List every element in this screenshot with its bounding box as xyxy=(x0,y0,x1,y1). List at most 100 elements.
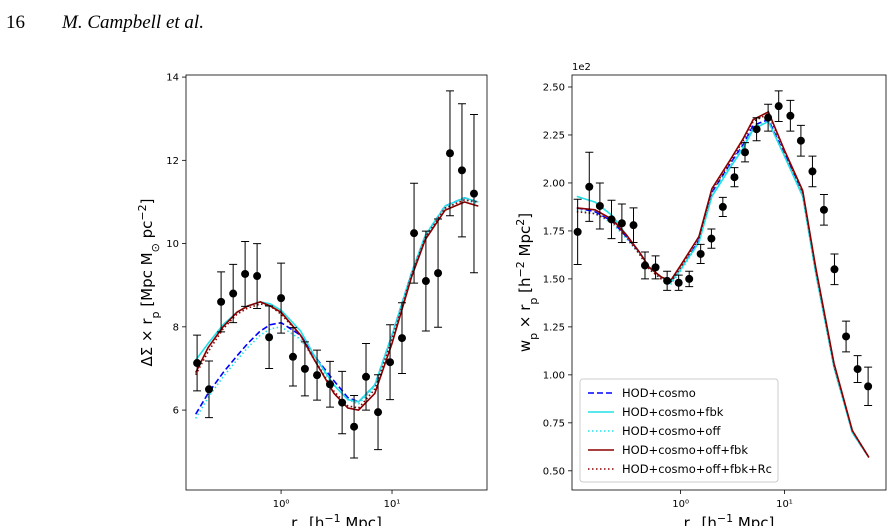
data-point xyxy=(796,136,805,145)
data-point xyxy=(864,382,873,391)
x-tick-label: 10⁰ xyxy=(672,499,689,510)
x-tick-label: 10¹ xyxy=(384,499,401,510)
model-line xyxy=(194,199,479,409)
data-point xyxy=(325,380,334,389)
data-point xyxy=(595,201,604,210)
data-point xyxy=(853,365,862,374)
y-tick-label: 2.50 xyxy=(543,82,565,93)
data-point xyxy=(421,277,430,286)
label-part: [h xyxy=(697,514,717,526)
data-point xyxy=(217,297,226,306)
x-axis-label: rp [h−1 Mpc] xyxy=(684,512,775,526)
y-axis-label: ΔΣ × rp [Mpc M⊙ pc−2] xyxy=(136,199,162,367)
label-part: 2 xyxy=(514,219,527,226)
data-point xyxy=(313,371,322,380)
data-point xyxy=(629,221,638,230)
label-part: p xyxy=(297,525,304,526)
y-tick-label: 6 xyxy=(173,406,179,417)
data-point xyxy=(730,173,739,182)
y-axis-label: wp × rp [h−2 Mpc2] xyxy=(514,213,540,352)
label-part: p xyxy=(527,298,540,305)
data-point xyxy=(718,202,727,211)
y-tick-label: 14 xyxy=(166,73,179,84)
y-tick-label: 10 xyxy=(166,239,179,250)
x-tick-label: 10¹ xyxy=(776,499,793,510)
data-point xyxy=(764,113,773,122)
y-tick-label: 1.25 xyxy=(543,322,565,333)
model-line xyxy=(576,110,870,458)
data-point xyxy=(300,364,309,373)
data-point xyxy=(685,274,694,283)
data-point xyxy=(397,334,406,343)
label-part: Mpc xyxy=(516,226,534,261)
data-point xyxy=(288,352,297,361)
data-point xyxy=(830,265,839,274)
data-point xyxy=(752,125,761,134)
data-point xyxy=(410,229,419,238)
data-point xyxy=(229,289,238,298)
running-head: M. Campbell et al. xyxy=(61,12,204,33)
data-point xyxy=(338,398,347,407)
data-point xyxy=(350,422,359,431)
data-point xyxy=(607,215,616,224)
data-point xyxy=(573,227,582,236)
data-point xyxy=(434,269,443,278)
y-offset-label: 1e2 xyxy=(572,62,591,73)
y-tick-label: 0.75 xyxy=(543,418,565,429)
data-point xyxy=(808,167,817,176)
data-point xyxy=(617,219,626,228)
label-part: ] xyxy=(516,213,534,219)
data-point xyxy=(585,182,594,191)
data-point xyxy=(774,102,783,111)
data-point xyxy=(842,332,851,341)
y-tick-label: 1.00 xyxy=(543,370,565,381)
data-point xyxy=(277,294,286,303)
label-part: [h xyxy=(304,514,324,526)
label-part: p xyxy=(149,311,162,318)
legend-label: HOD+cosmo+off xyxy=(622,424,721,438)
model-line xyxy=(195,196,479,403)
data-point xyxy=(241,269,250,278)
label-part: r xyxy=(684,514,691,526)
label-part: −2 xyxy=(514,261,527,277)
plot-frame xyxy=(571,74,887,491)
data-point xyxy=(663,276,672,285)
data-point xyxy=(707,234,716,243)
label-part: −1 xyxy=(324,512,340,525)
y-tick-label: 1.50 xyxy=(543,274,565,285)
data-point xyxy=(786,111,795,120)
legend-label: HOD+cosmo+off+fbk+Rc xyxy=(622,462,772,476)
label-part: × r xyxy=(516,304,534,333)
label-part: Mpc] xyxy=(733,514,774,526)
y-tick-label: 12 xyxy=(166,156,179,167)
data-point xyxy=(265,333,274,342)
data-point xyxy=(386,358,395,367)
data-point xyxy=(457,166,466,175)
plot-frame xyxy=(185,74,488,491)
data-point xyxy=(651,263,660,272)
legend-label: HOD+cosmo+fbk xyxy=(622,405,724,419)
label-part: ] xyxy=(138,199,156,205)
data-point xyxy=(741,148,750,157)
y-tick-label: 8 xyxy=(173,322,179,333)
data-point xyxy=(362,372,371,381)
legend-label: HOD+cosmo+off+fbk xyxy=(622,443,748,457)
label-part: r xyxy=(291,514,298,526)
data-point xyxy=(374,408,383,417)
label-part: pc xyxy=(138,221,156,244)
y-tick-label: 2.00 xyxy=(543,178,565,189)
data-point xyxy=(469,189,478,198)
label-part: w xyxy=(516,340,534,352)
y-tick-label: 1.75 xyxy=(543,226,565,237)
label-part: −2 xyxy=(136,204,149,220)
label-part: Mpc] xyxy=(341,514,382,526)
x-tick-label: 10⁰ xyxy=(273,499,290,510)
legend-box xyxy=(579,378,779,483)
legend-label: HOD+cosmo xyxy=(622,386,696,400)
y-tick-label: 2.25 xyxy=(543,130,565,141)
x-axis-label: rp [h−1 Mpc] xyxy=(291,512,382,526)
page-number: 16 xyxy=(6,12,25,33)
model-line xyxy=(195,199,479,419)
